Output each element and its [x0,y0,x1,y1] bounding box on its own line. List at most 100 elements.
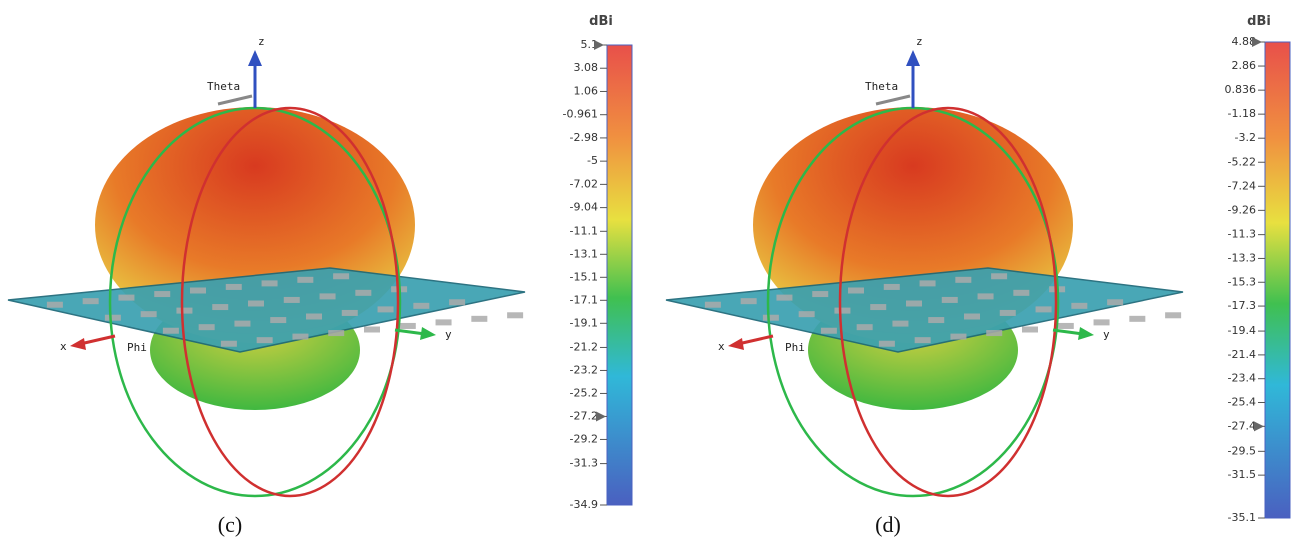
top-marker [594,40,604,50]
axis-label: Theta [865,80,898,93]
top-marker [1252,37,1262,47]
tick-label: -13.1 [570,247,598,260]
patch [190,288,206,294]
tick-label: -15.3 [1228,275,1256,288]
patch [834,308,850,314]
patch [118,295,134,301]
patch [1071,303,1087,309]
patch [776,295,792,301]
patch [199,324,215,330]
patch [248,301,264,307]
theta-dir [218,96,252,104]
patch [821,328,837,334]
tick-label: -31.3 [570,457,598,470]
tick-label: -19.4 [1228,324,1256,337]
patch [915,337,931,343]
axis-label: x [718,340,725,353]
patch [879,341,895,347]
tick-label: -9.26 [1228,203,1256,216]
patch [1000,310,1016,316]
patch [950,334,966,340]
patch [212,304,228,310]
patch [257,337,273,343]
x-arrow [70,338,86,350]
patch [942,297,958,303]
tick-label: -27.4 [1228,419,1256,432]
x-axis [738,336,773,344]
patch [848,288,864,294]
patch [741,298,757,304]
tick-label: 1.06 [574,84,599,97]
tick-label: -17.3 [1228,299,1256,312]
patch [928,317,944,323]
patch [763,315,779,321]
axis-label: Phi [127,341,147,354]
y-axis [395,330,425,334]
colorbar-unit: dBi [589,14,613,29]
axis-label: x [60,340,67,353]
patch [449,299,465,305]
patch [1058,323,1074,329]
tick-label: -19.1 [570,316,598,329]
tick-label: -5.22 [1228,155,1256,168]
tick-label: -23.2 [570,363,598,376]
axis-label: Phi [785,341,805,354]
patch [870,304,886,310]
patch [320,293,336,299]
patch [176,308,192,314]
patch [507,312,523,318]
patch [83,298,99,304]
patch [270,317,286,323]
tick-label: -3.2 [1235,131,1256,144]
tick-label: -2.98 [570,131,598,144]
tick-label: -13.3 [1228,251,1256,264]
tick-label: -11.3 [1228,228,1256,241]
patch [978,293,994,299]
patch [906,301,922,307]
threshold-marker [596,411,606,421]
patch [964,314,980,320]
tick-label: -35.1 [1228,511,1256,524]
tick-label: -9.04 [570,201,598,214]
tick-label: -34.9 [570,498,598,511]
patch [292,334,308,340]
axis-label: y [1103,328,1110,341]
patch [47,302,63,308]
tick-label: -31.5 [1228,468,1256,481]
patch [355,290,371,296]
colorbar-unit: dBi [1247,14,1271,29]
patch [400,323,416,329]
patch [163,328,179,334]
tick-label: -23.4 [1228,372,1256,385]
patch [284,297,300,303]
patch [1165,312,1181,318]
patch [306,314,322,320]
theta-dir [876,96,910,104]
figure: zThetaxPhiydBi5.13.081.06-0.961-2.98-5-7… [0,0,1296,552]
patch [1129,316,1145,322]
patch [1094,319,1110,325]
tick-label: -25.4 [1228,396,1256,409]
patch [328,330,344,336]
patch [799,311,815,317]
threshold-marker [1254,421,1264,431]
patch [986,330,1002,336]
patch [413,303,429,309]
patch [297,277,313,283]
patch [154,291,170,297]
tick-label: -0.961 [563,108,598,121]
patch [364,327,380,333]
patch [955,277,971,283]
patch [262,280,278,286]
tick-label: 2.86 [1232,59,1257,72]
tick-label: -25.2 [570,386,598,399]
x-axis [80,336,115,344]
tick-label: -27.2 [570,409,598,422]
tick-label: -7.02 [570,177,598,190]
z-arrow [906,50,920,66]
tick-label: -15.1 [570,270,598,283]
patch [884,284,900,290]
patch [378,306,394,312]
patch [705,302,721,308]
